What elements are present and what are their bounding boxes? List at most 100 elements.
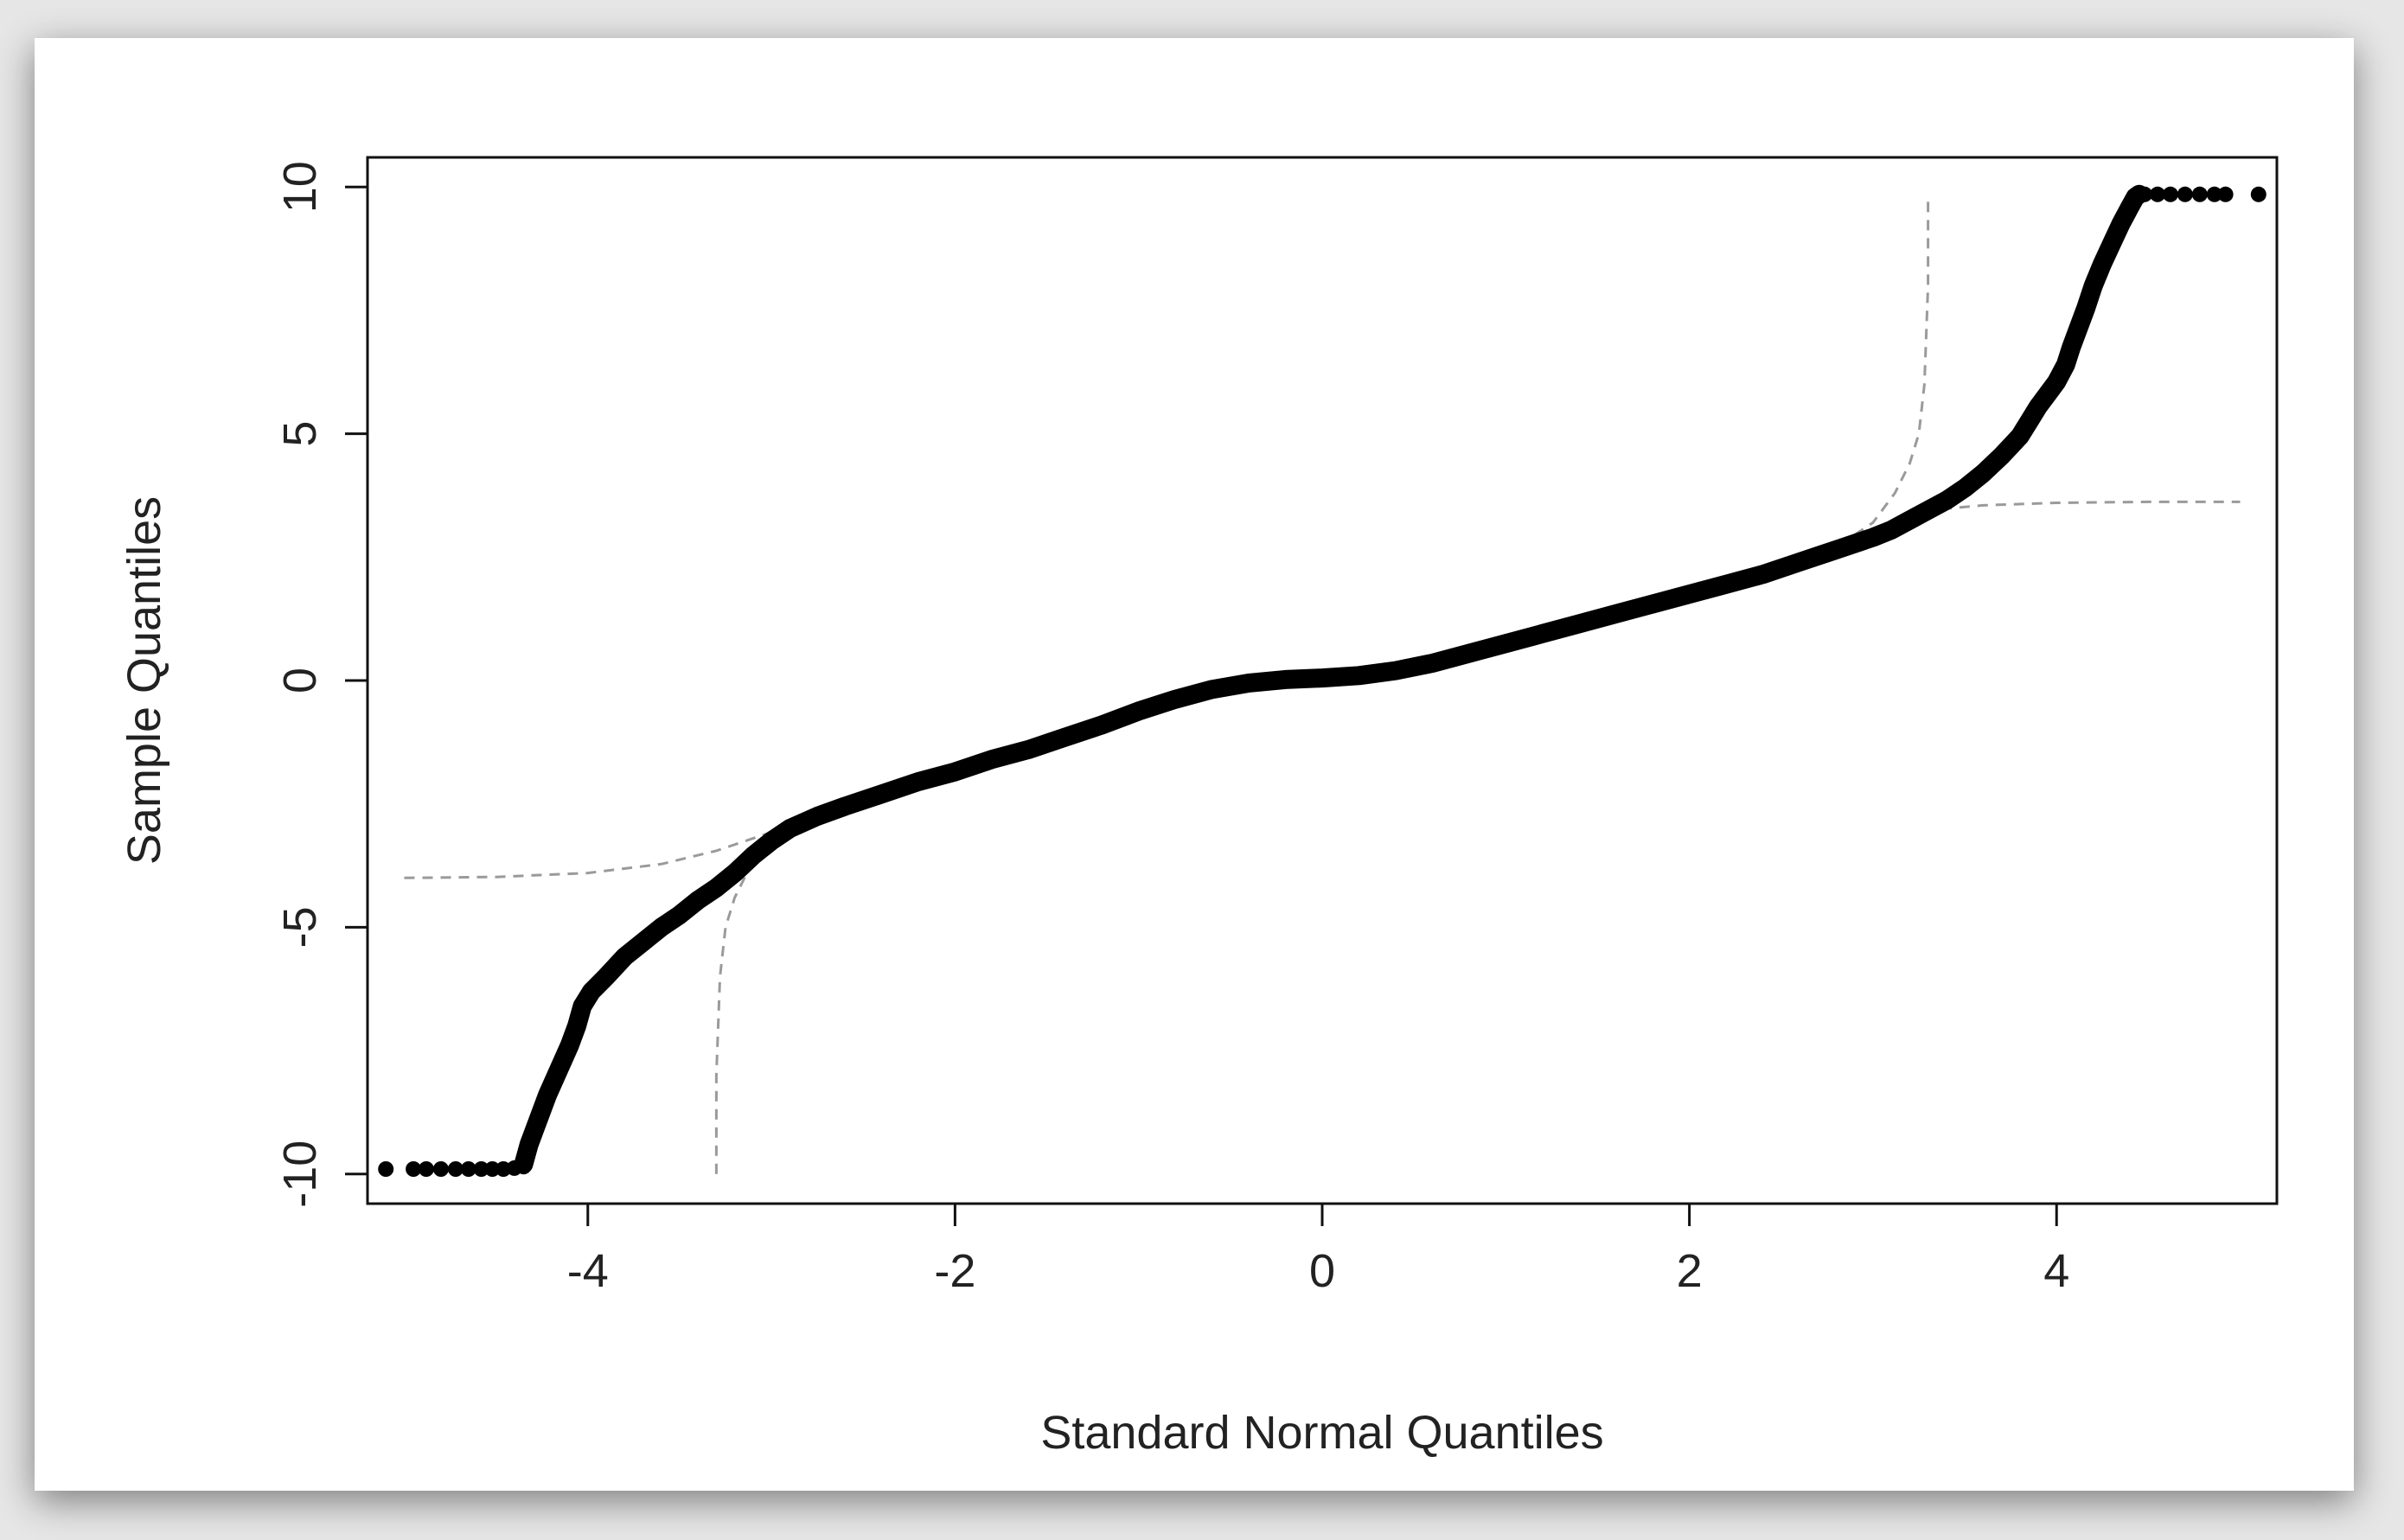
data-point	[671, 907, 687, 923]
data-point	[1957, 480, 1973, 496]
data-point	[598, 968, 614, 985]
data-point	[515, 1156, 532, 1173]
data-point	[1883, 521, 1900, 538]
data-point	[2021, 413, 2037, 430]
data-point	[2011, 428, 2028, 444]
x-tick-label: 0	[1309, 1245, 1335, 1297]
data-point	[690, 892, 706, 908]
data-point	[745, 847, 761, 864]
data-point	[2217, 186, 2234, 202]
x-axis: -4 -2 0 2 4	[567, 1202, 2069, 1297]
data-point	[2049, 374, 2065, 390]
data-points-curve	[514, 184, 2149, 1174]
data-point	[947, 764, 963, 780]
data-point	[2131, 186, 2147, 202]
data-point	[2039, 387, 2056, 402]
data-point	[378, 1161, 394, 1177]
data-point	[1204, 681, 1220, 698]
data-point	[1241, 674, 1257, 691]
data-point	[2150, 186, 2165, 202]
data-point	[617, 949, 633, 965]
data-point	[460, 1161, 476, 1177]
data-point	[1792, 554, 1807, 570]
data-point	[432, 1161, 449, 1177]
data-point	[574, 998, 591, 1014]
data-point	[837, 798, 853, 815]
data-point	[1461, 645, 1477, 661]
data-point	[1993, 448, 2010, 464]
data-point	[910, 774, 926, 789]
data-point	[1167, 691, 1184, 707]
data-point	[1975, 465, 1992, 482]
data-point	[1902, 512, 1918, 528]
data-point	[809, 808, 826, 824]
data-point	[484, 1161, 501, 1177]
y-axis: -10 -5 0 5 10	[274, 161, 369, 1208]
data-point	[540, 1087, 556, 1103]
reference-line-lower-left	[714, 825, 791, 1174]
data-point	[726, 865, 743, 881]
data-point	[764, 833, 780, 849]
data-point	[1828, 541, 1845, 558]
data-point	[635, 934, 651, 950]
data-point	[1571, 616, 1588, 632]
data-point	[521, 1136, 537, 1153]
data-point	[1314, 670, 1330, 687]
data-point	[1094, 717, 1110, 733]
data-point	[2094, 255, 2111, 272]
data-point	[1938, 492, 1954, 508]
data-point	[2103, 235, 2119, 252]
x-tick-label: 4	[2043, 1245, 2069, 1297]
data-point	[2078, 300, 2094, 316]
data-point	[1277, 671, 1294, 687]
data-point	[873, 786, 890, 802]
data-point	[983, 751, 1000, 768]
y-tick-label: -5	[274, 906, 326, 948]
data-point	[528, 1116, 545, 1133]
data-point	[2057, 356, 2074, 373]
x-tick-label: -4	[567, 1245, 609, 1297]
x-axis-title: Standard Normal Quantiles	[1040, 1407, 1603, 1459]
data-point	[1864, 529, 1881, 546]
data-point	[2070, 319, 2087, 335]
x-tick-label: 2	[1677, 1245, 1703, 1297]
data-point	[569, 1018, 585, 1034]
data-point	[2191, 186, 2208, 202]
y-tick-label: 10	[274, 161, 326, 213]
data-point	[1387, 662, 1403, 679]
data-point	[447, 1161, 464, 1177]
x-tick-label: -2	[934, 1245, 975, 1297]
data-point	[2177, 186, 2193, 202]
y-axis-title: Sample Quantiles	[118, 496, 170, 865]
data-point	[1498, 636, 1514, 652]
data-point	[1351, 668, 1367, 684]
data-point	[2206, 186, 2222, 202]
data-point	[418, 1161, 434, 1177]
data-point	[1681, 586, 1698, 603]
data-point	[1020, 741, 1037, 757]
data-point	[1130, 703, 1147, 719]
data-point	[2162, 186, 2178, 202]
reference-line-upper-right	[1853, 196, 1930, 536]
data-point	[584, 983, 599, 1000]
data-point	[653, 919, 669, 936]
qq-plot: -4 -2 0 2 4 -10 -5 0 5 10 Standard Normal Quanti…	[118, 156, 2279, 1459]
data-point	[2030, 399, 2046, 415]
data-point	[1718, 576, 1735, 592]
data-point	[406, 1161, 422, 1177]
data-point	[2113, 216, 2129, 233]
data-point	[2063, 339, 2080, 355]
y-tick-label: 0	[274, 668, 326, 693]
data-point	[2250, 186, 2267, 202]
data-points	[378, 184, 2267, 1177]
data-point	[550, 1062, 566, 1078]
data-point	[1920, 502, 1936, 519]
data-point	[1534, 625, 1550, 642]
data-point	[1424, 655, 1441, 671]
y-tick-label: 5	[274, 421, 326, 447]
data-point	[1645, 596, 1661, 612]
data-point	[1057, 729, 1073, 745]
data-point	[708, 879, 725, 896]
data-point	[1755, 566, 1771, 583]
data-point	[561, 1038, 578, 1054]
